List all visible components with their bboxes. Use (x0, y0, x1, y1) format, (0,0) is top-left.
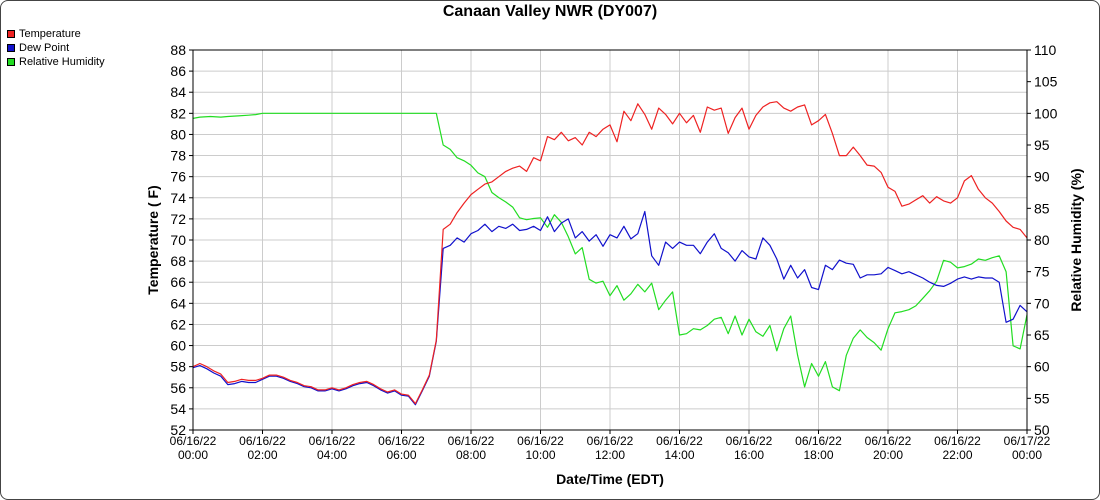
y-right-tick-label: 80 (1034, 232, 1050, 248)
y-right-tick-label: 75 (1034, 264, 1050, 280)
x-tick-label: 06/16/22 16:00 (726, 434, 773, 462)
y-left-tick-label: 70 (170, 232, 186, 248)
x-tick-date: 06/16/22 (587, 434, 634, 448)
x-tick-time: 10:00 (525, 448, 555, 462)
x-tick-time: 02:00 (247, 448, 277, 462)
x-tick-time: 08:00 (456, 448, 486, 462)
y-right-tick-label: 85 (1034, 200, 1050, 216)
x-tick-date: 06/17/22 (1004, 434, 1051, 448)
y-left-tick-label: 82 (170, 105, 186, 121)
y-left-tick-label: 68 (170, 253, 186, 269)
y-left-tick-label: 88 (170, 42, 186, 58)
x-tick-date: 06/16/22 (378, 434, 425, 448)
x-tick-label: 06/16/22 02:00 (239, 434, 286, 462)
y-left-tick-label: 80 (170, 126, 186, 142)
x-tick-time: 00:00 (178, 448, 208, 462)
y-right-tick-label: 95 (1034, 137, 1050, 153)
y-axis-right-title: Relative Humidity (%) (1068, 168, 1084, 311)
x-tick-date: 06/16/22 (726, 434, 773, 448)
y-left-tick-label: 78 (170, 148, 186, 164)
legend: Temperature Dew Point Relative Humidity (7, 27, 105, 69)
x-tick-time: 00:00 (1012, 448, 1042, 462)
series-line-dew-point (193, 210, 1027, 406)
y-right-tick-label: 105 (1034, 74, 1058, 90)
y-left-tick-label: 74 (170, 190, 186, 206)
x-tick-label: 06/16/22 00:00 (170, 434, 217, 462)
legend-swatch-dew-point (7, 44, 15, 52)
x-tick-label: 06/16/22 12:00 (587, 434, 634, 462)
x-tick-date: 06/16/22 (795, 434, 842, 448)
x-tick-time: 20:00 (873, 448, 903, 462)
x-tick-date: 06/16/22 (309, 434, 356, 448)
legend-item-relative-humidity: Relative Humidity (7, 55, 105, 69)
x-tick-label: 06/16/22 10:00 (517, 434, 564, 462)
x-tick-date: 06/16/22 (865, 434, 912, 448)
x-tick-label: 06/16/22 20:00 (865, 434, 912, 462)
x-tick-time: 12:00 (595, 448, 625, 462)
x-tick-date: 06/16/22 (656, 434, 703, 448)
x-tick-label: 06/16/22 14:00 (656, 434, 703, 462)
x-tick-label: 06/16/22 08:00 (448, 434, 495, 462)
x-tick-date: 06/16/22 (517, 434, 564, 448)
y-left-tick-label: 66 (170, 274, 186, 290)
x-tick-label: 06/16/22 22:00 (934, 434, 981, 462)
series-layer (193, 101, 1027, 406)
x-tick-time: 04:00 (317, 448, 347, 462)
x-tick-date: 06/16/22 (239, 434, 286, 448)
legend-label-temperature: Temperature (19, 28, 81, 40)
series-line-temperature (193, 101, 1027, 405)
y-left-tick-label: 86 (170, 63, 186, 79)
x-tick-label: 06/16/22 18:00 (795, 434, 842, 462)
y-left-tick-label: 62 (170, 316, 186, 332)
x-tick-time: 06:00 (386, 448, 416, 462)
legend-item-temperature: Temperature (7, 27, 105, 41)
legend-swatch-relative-humidity (7, 58, 15, 66)
x-tick-label: 06/16/22 06:00 (378, 434, 425, 462)
y-left-tick-label: 60 (170, 338, 186, 354)
x-tick-date: 06/16/22 (170, 434, 217, 448)
x-axis-title: Date/Time (EDT) (556, 471, 664, 487)
series-line-relative-humidity (193, 112, 1027, 392)
y-left-tick-label: 58 (170, 359, 186, 375)
y-left-tick-label: 84 (170, 84, 186, 100)
x-tick-time: 22:00 (942, 448, 972, 462)
y-axis-left-title: Temperature ( F) (145, 185, 161, 294)
x-tick-label: 06/17/22 00:00 (1004, 434, 1051, 462)
grid-lines (192, 49, 1028, 431)
x-tick-time: 16:00 (734, 448, 764, 462)
x-tick-time: 18:00 (803, 448, 833, 462)
y-right-tick-label: 60 (1034, 359, 1050, 375)
legend-label-relative-humidity: Relative Humidity (19, 56, 105, 68)
legend-label-dew-point: Dew Point (19, 42, 70, 54)
y-right-tick-label: 110 (1034, 42, 1057, 58)
x-tick-time: 14:00 (664, 448, 694, 462)
legend-swatch-temperature (7, 30, 15, 38)
legend-item-dew-point: Dew Point (7, 41, 105, 55)
y-left-tick-label: 76 (170, 169, 186, 185)
y-right-tick-label: 100 (1034, 105, 1058, 121)
y-right-tick-label: 50 (1034, 422, 1050, 438)
y-right-tick-label: 65 (1034, 327, 1050, 343)
y-right-tick-label: 90 (1034, 169, 1050, 185)
y-left-tick-label: 54 (170, 401, 186, 417)
chart-title: Canaan Valley NWR (DY007) (442, 3, 658, 20)
y-right-tick-label: 70 (1034, 295, 1050, 311)
x-tick-date: 06/16/22 (934, 434, 981, 448)
y-left-tick-label: 64 (170, 295, 186, 311)
x-tick-date: 06/16/22 (448, 434, 495, 448)
y-left-tick-label: 72 (170, 211, 186, 227)
y-right-tick-label: 55 (1034, 390, 1050, 406)
y-left-tick-label: 52 (170, 422, 186, 438)
y-left-tick-label: 56 (170, 380, 186, 396)
x-tick-label: 06/16/22 04:00 (309, 434, 356, 462)
